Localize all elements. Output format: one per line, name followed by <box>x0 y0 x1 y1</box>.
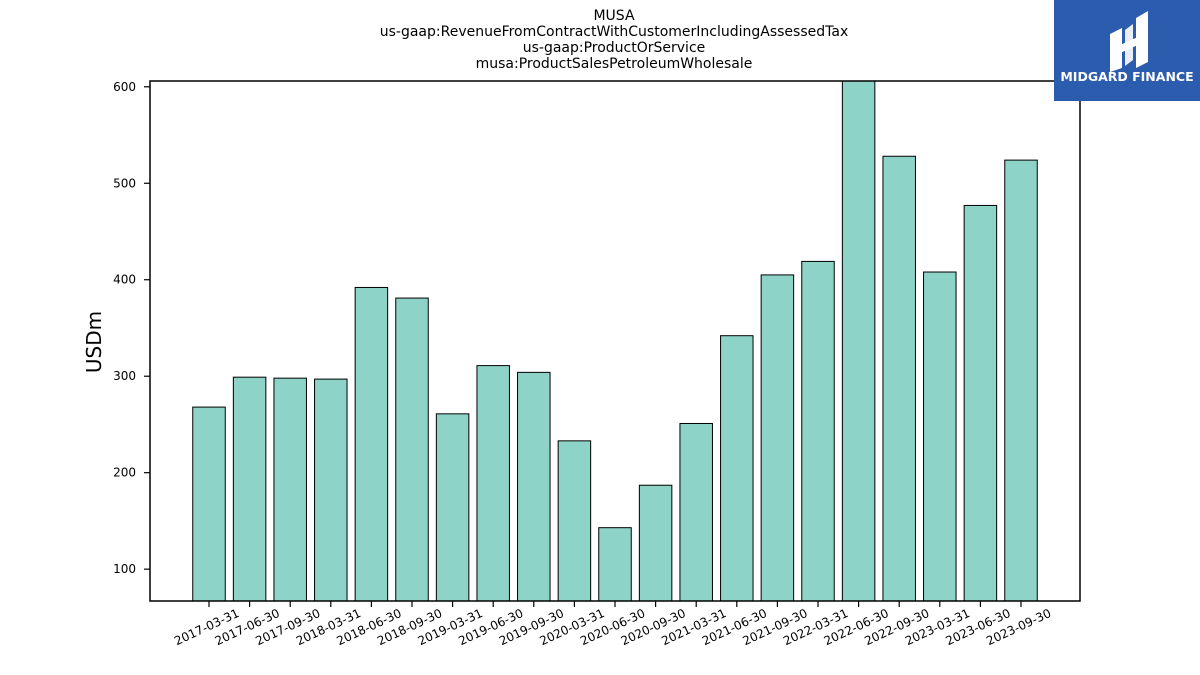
bar-2017-09-30 <box>273 377 307 602</box>
bar-2018-03-31 <box>314 378 348 602</box>
chart-title-line-3: us-gaap:ProductOrService <box>523 40 706 56</box>
bar-2023-03-31 <box>923 271 957 602</box>
y-tick-label: 100 <box>113 562 136 576</box>
y-tick-label: 500 <box>113 176 136 190</box>
y-tick-label: 200 <box>113 466 136 480</box>
bar-2022-03-31 <box>801 260 835 602</box>
bar-2019-06-30 <box>476 365 510 602</box>
chart-title: MUSA us-gaap:RevenueFromContractWithCust… <box>380 8 849 72</box>
bar-2019-03-31 <box>435 413 470 602</box>
bar-2022-09-30 <box>882 155 916 602</box>
bar-2018-09-30 <box>395 297 429 602</box>
bars-group <box>192 80 1038 602</box>
midgard-finance-logo: MIDGARD FINANCE <box>1054 0 1200 101</box>
bar-2017-03-31 <box>192 406 226 602</box>
y-tick-label: 600 <box>113 80 136 94</box>
bar-2020-03-31 <box>557 440 592 602</box>
bar-2020-09-30 <box>638 484 673 602</box>
chart-title-line-4: musa:ProductSalesPetroleumWholesale <box>476 56 753 72</box>
chart-title-line-1: MUSA <box>593 8 634 24</box>
bar-2017-06-30 <box>232 376 267 602</box>
chart-title-line-2: us-gaap:RevenueFromContractWithCustomerI… <box>380 24 849 40</box>
bar-2021-06-30 <box>720 335 754 602</box>
bar-2021-03-31 <box>679 422 713 602</box>
bar-2022-06-30 <box>841 80 876 602</box>
plot-frame <box>149 80 1081 602</box>
logo-wordmark: MIDGARD FINANCE <box>1060 69 1193 84</box>
y-axis-label: USDm <box>82 311 106 373</box>
y-axis-ticks: 100 200 300 400 500 600 <box>113 80 150 576</box>
bar-2018-06-30 <box>354 286 389 602</box>
bar-2023-06-30 <box>963 204 998 602</box>
y-tick-label: 400 <box>113 273 136 287</box>
bar-2023-09-30 <box>1004 159 1038 602</box>
bar-2021-09-30 <box>760 274 795 602</box>
bar-2020-06-30 <box>598 527 632 602</box>
logo-mark-icon <box>1110 11 1148 72</box>
y-tick-label: 300 <box>113 369 136 383</box>
x-axis-ticks: 2017-03-312017-06-302017-09-302018-03-31… <box>172 601 1053 648</box>
bar-2019-09-30 <box>517 371 551 602</box>
